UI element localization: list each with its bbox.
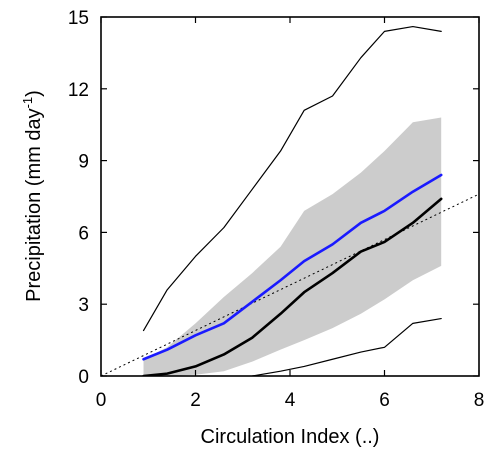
x-axis-label: Circulation Index (..) <box>201 426 380 448</box>
ticks: 0 2 4 6 8 0 3 6 9 12 15 <box>68 8 484 411</box>
y-tick-label: 12 <box>68 80 89 101</box>
y-axis-label-main: Precipitation (mm day <box>23 108 45 301</box>
y-axis-label-close: ) <box>23 90 45 97</box>
x-tick-label: 2 <box>190 390 201 411</box>
x-tick-label: 6 <box>379 390 390 411</box>
uncertainty-band <box>143 117 442 376</box>
series-line-mean-black <box>142 197 443 376</box>
y-tick-label: 9 <box>78 152 89 173</box>
series-line-lower-envelope <box>251 317 442 376</box>
y-tick-label: 6 <box>78 223 89 244</box>
reference-line <box>101 193 479 376</box>
y-axis-label-superscript: -1 <box>20 97 35 109</box>
x-tick-label: 8 <box>474 390 485 411</box>
y-tick-label: 3 <box>78 295 89 316</box>
y-axis-label: Precipitation (mm day-1) <box>20 90 45 302</box>
plot-area <box>101 25 479 376</box>
y-tick-label: 0 <box>78 367 89 388</box>
x-tick-label: 0 <box>96 390 107 411</box>
series-line-mean-blue <box>142 173 443 361</box>
x-tick-label: 4 <box>285 390 296 411</box>
series-line-upper-envelope <box>142 25 442 332</box>
y-tick-label: 15 <box>68 8 89 29</box>
